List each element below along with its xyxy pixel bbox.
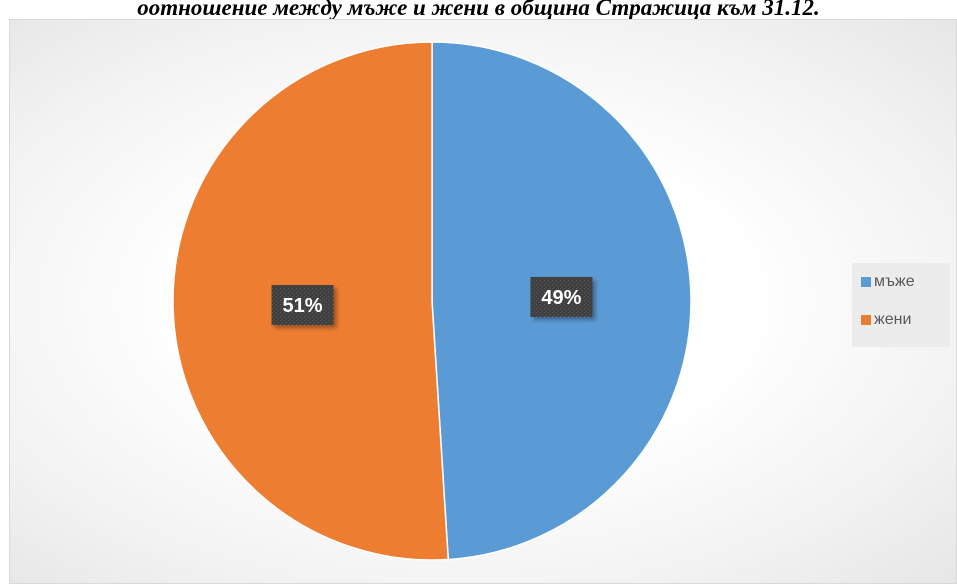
data-label-text-female: 51%: [283, 295, 323, 317]
chart-title: оотношение между мъже и жени в община Ст…: [137, 0, 820, 20]
data-label-box-female: [271, 285, 334, 326]
data-label-male: 49%: [530, 276, 593, 317]
legend: мъже жени: [852, 263, 950, 347]
legend-label-female: жени: [874, 311, 912, 328]
data-label-female: 51%: [271, 285, 334, 326]
data-label-box-male: [530, 276, 593, 317]
data-label-text-male: 49%: [541, 287, 581, 309]
legend-label-male: мъже: [874, 273, 915, 290]
legend-swatch-male: [861, 277, 871, 287]
legend-item-male: мъже: [861, 269, 950, 295]
legend-item-female: жени: [861, 307, 950, 333]
legend-swatch-female: [861, 315, 871, 325]
